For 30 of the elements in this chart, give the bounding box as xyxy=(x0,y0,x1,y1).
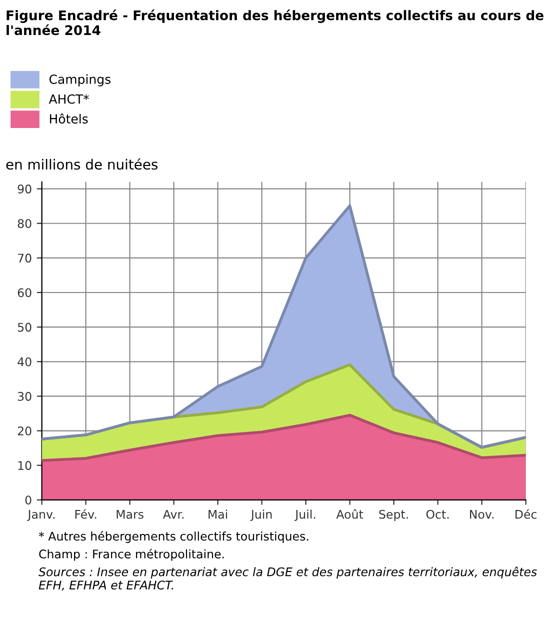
x-tick-label: Sept. xyxy=(379,510,408,522)
y-tick-label: 30 xyxy=(18,392,32,401)
x-tick-label: Fév. xyxy=(75,509,96,519)
y-tick-label: 80 xyxy=(18,219,32,228)
y-tick-label: 40 xyxy=(18,357,32,366)
x-tick-label: Oct. xyxy=(426,510,449,519)
x-tick-label: Mai xyxy=(208,510,228,519)
y-tick-label: 10 xyxy=(18,461,32,470)
x-tick-label: Avr. xyxy=(162,510,184,519)
legend-label: Campings xyxy=(49,74,110,86)
x-tick-label: Août xyxy=(336,509,364,519)
source-note: Sources : Insee en partenariat avec la DGE et des partenaires territoriaux, enquêtes EFH, EFHPA et EFAHCT. xyxy=(38,566,537,591)
x-tick-label: Mars xyxy=(116,510,144,519)
y-tick-label: 90 xyxy=(18,184,32,194)
x-tick-label: Juil. xyxy=(294,510,316,521)
legend-label: AHCT* xyxy=(48,94,89,104)
y-tick-label: 60 xyxy=(18,288,32,298)
text: Champ : France métropolitaine. xyxy=(39,548,224,561)
y-tick-label: 0 xyxy=(25,496,32,505)
x-tick-label: Juin xyxy=(250,510,272,521)
x-tick-label: Nov. xyxy=(470,510,494,519)
x-tick-label: Déc xyxy=(516,509,536,519)
y-tick-label: 50 xyxy=(18,322,32,332)
legend-label: Hôtels xyxy=(50,113,88,124)
y-tick-label: 20 xyxy=(18,426,32,436)
y-axis-title: en millions de nuitées xyxy=(6,158,158,170)
x-tick-label: Janv. xyxy=(27,510,55,521)
text: * Autres hébergements collectifs touristiques. xyxy=(38,531,308,543)
chart-title: Figure Encadré - Fréquentation des hébergements collectifs au cours de l'année 2014 xyxy=(6,10,544,36)
y-tick-label: 70 xyxy=(18,254,32,263)
